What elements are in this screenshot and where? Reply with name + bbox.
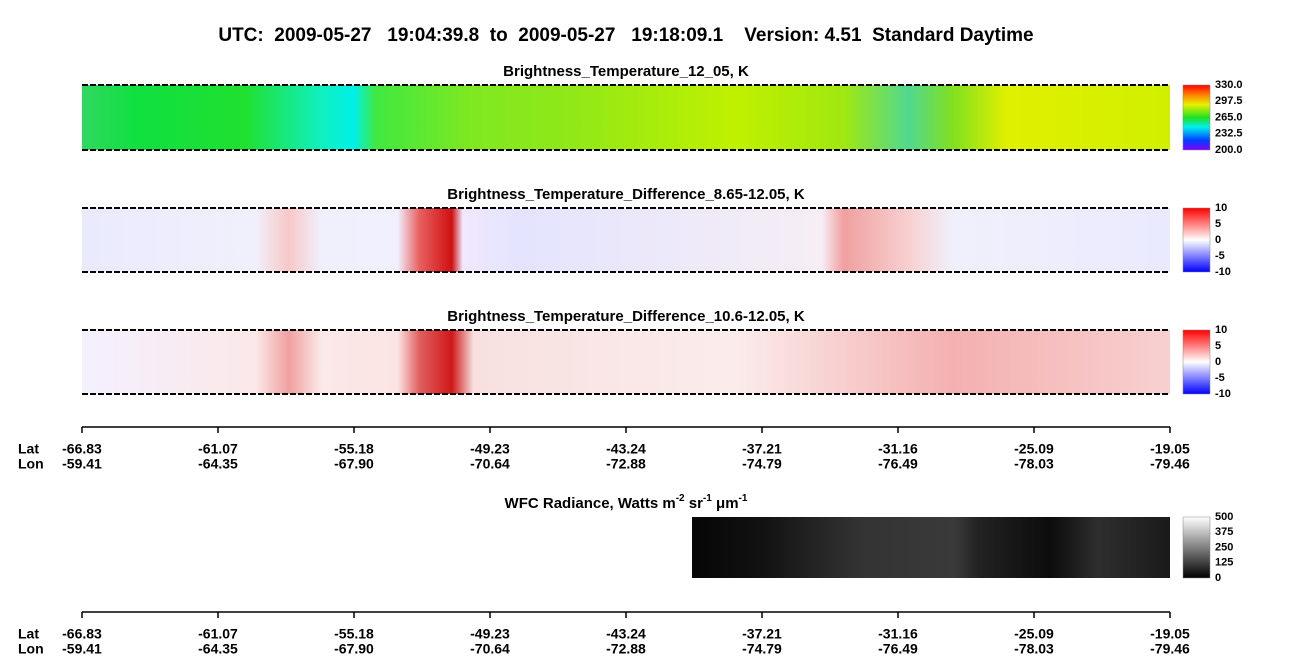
lat-tick-label: -37.21	[742, 441, 782, 457]
title-text: WFC Radiance, Watts m	[505, 495, 676, 512]
colorbar-label: 125	[1215, 557, 1233, 569]
colorbar-label: -5	[1215, 250, 1225, 262]
lon-tick-label: -76.49	[878, 456, 918, 472]
lat-tick-label: -61.07	[198, 441, 238, 457]
colorbar-label: 5	[1215, 218, 1221, 230]
lon-tick-label: -64.35	[198, 456, 238, 472]
colorbar-label: 297.5	[1215, 95, 1243, 107]
lon-tick-label: -59.41	[62, 641, 102, 657]
image-strip	[82, 330, 1170, 394]
colorbar-label: -5	[1215, 372, 1225, 384]
colorbar-label: 375	[1215, 526, 1233, 538]
lat-tick-label: -31.16	[878, 441, 918, 457]
lat-tick-label: -25.09	[1014, 626, 1054, 642]
lon-tick-label: -79.46	[1150, 641, 1190, 657]
colorbar-label: 0	[1215, 234, 1221, 246]
colorbar	[1182, 84, 1211, 151]
lon-tick-label: -70.64	[470, 641, 510, 657]
lon-tick-label: -67.90	[334, 456, 374, 472]
lat-tick-label: -31.16	[878, 626, 918, 642]
superscript: -1	[739, 493, 748, 504]
lat-tick-label: -55.18	[334, 441, 374, 457]
colorbar	[1182, 329, 1211, 395]
lon-tick-label: -70.64	[470, 456, 510, 472]
colorbar	[1182, 207, 1211, 273]
colorbar-label: 10	[1215, 202, 1227, 214]
lon-tick-label: -76.49	[878, 641, 918, 657]
colorbar-label: 0	[1215, 356, 1221, 368]
lat-tick-label: -49.23	[470, 626, 510, 642]
lon-tick-label: -74.79	[742, 456, 782, 472]
panel-title: WFC Radiance, Watts m-2 sr-1 μm-1	[505, 493, 748, 512]
colorbar-label: 330.0	[1215, 79, 1243, 91]
colorbar-label: -10	[1215, 388, 1231, 400]
lat-tick-label: -61.07	[198, 626, 238, 642]
lat-tick-label: -43.24	[606, 626, 646, 642]
lon-label: Lon	[18, 641, 44, 657]
lon-tick-label: -67.90	[334, 641, 374, 657]
panel-title: Brightness_Temperature_12_05, K	[503, 63, 749, 80]
panel-title: Brightness_Temperature_Difference_10.6-1…	[447, 308, 805, 325]
lon-tick-label: -59.41	[62, 456, 102, 472]
lon-tick-label: -79.46	[1150, 456, 1190, 472]
lon-tick-label: -72.88	[606, 456, 646, 472]
superscript: -1	[703, 493, 712, 504]
colorbar-label: 5	[1215, 340, 1221, 352]
lon-tick-label: -72.88	[606, 641, 646, 657]
lat-tick-label: -66.83	[62, 626, 102, 642]
colorbar-label: -10	[1215, 266, 1231, 278]
panel-title: Brightness_Temperature_Difference_8.65-1…	[447, 186, 805, 203]
lat-tick-label: -55.18	[334, 626, 374, 642]
colorbar	[1182, 516, 1211, 579]
lat-tick-label: -49.23	[470, 441, 510, 457]
lat-label: Lat	[18, 626, 39, 642]
lat-tick-label: -25.09	[1014, 441, 1054, 457]
lat-label: Lat	[18, 441, 39, 457]
image-strip	[82, 208, 1170, 272]
lon-tick-label: -78.03	[1014, 641, 1054, 657]
colorbar-label: 10	[1215, 324, 1227, 336]
image-strip	[82, 85, 1170, 150]
colorbar-label: 500	[1215, 511, 1233, 523]
title-text: sr	[685, 495, 704, 512]
lat-tick-label: -37.21	[742, 626, 782, 642]
lon-tick-label: -78.03	[1014, 456, 1054, 472]
lon-label: Lon	[18, 456, 44, 472]
colorbar-label: 265.0	[1215, 111, 1243, 123]
colorbar-label: 232.5	[1215, 128, 1243, 140]
title-text: μm	[712, 495, 739, 512]
colorbar-label: 250	[1215, 541, 1233, 553]
figure-title: UTC: 2009-05-27 19:04:39.8 to 2009-05-27…	[218, 25, 1033, 46]
lon-tick-label: -64.35	[198, 641, 238, 657]
colorbar-label: 200.0	[1215, 144, 1243, 156]
lat-tick-label: -19.05	[1150, 441, 1190, 457]
superscript: -2	[676, 493, 685, 504]
colorbar-label: 0	[1215, 572, 1221, 584]
lat-tick-label: -19.05	[1150, 626, 1190, 642]
lon-tick-label: -74.79	[742, 641, 782, 657]
lat-tick-label: -66.83	[62, 441, 102, 457]
image-strip	[692, 517, 1170, 578]
lat-tick-label: -43.24	[606, 441, 646, 457]
